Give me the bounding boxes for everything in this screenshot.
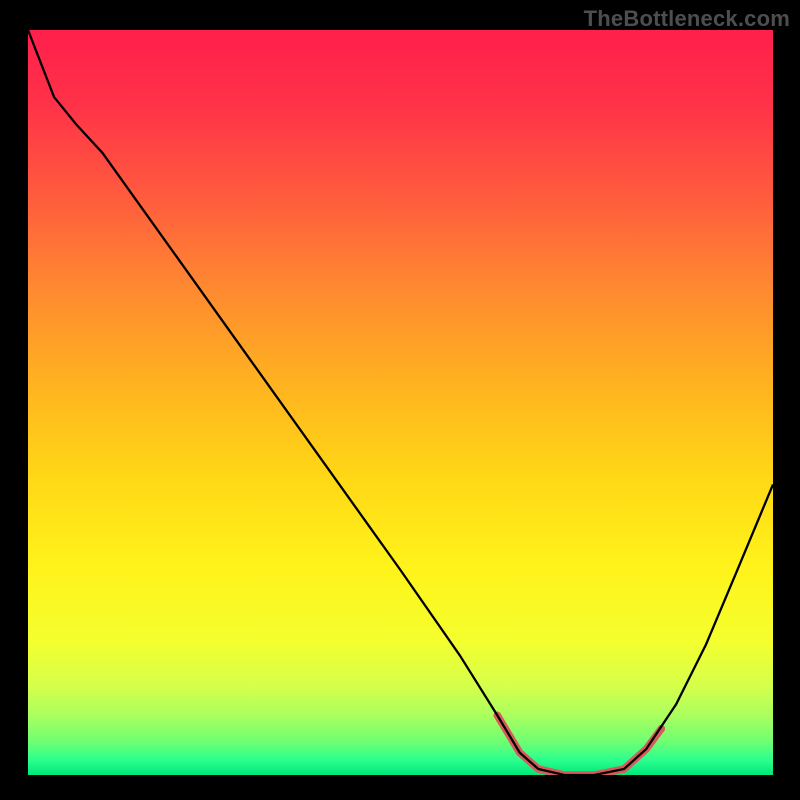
watermark-text: TheBottleneck.com	[584, 6, 790, 32]
plot-area	[28, 30, 773, 775]
bottleneck-chart	[28, 30, 773, 775]
chart-frame: TheBottleneck.com	[0, 0, 800, 800]
gradient-background	[28, 30, 773, 775]
